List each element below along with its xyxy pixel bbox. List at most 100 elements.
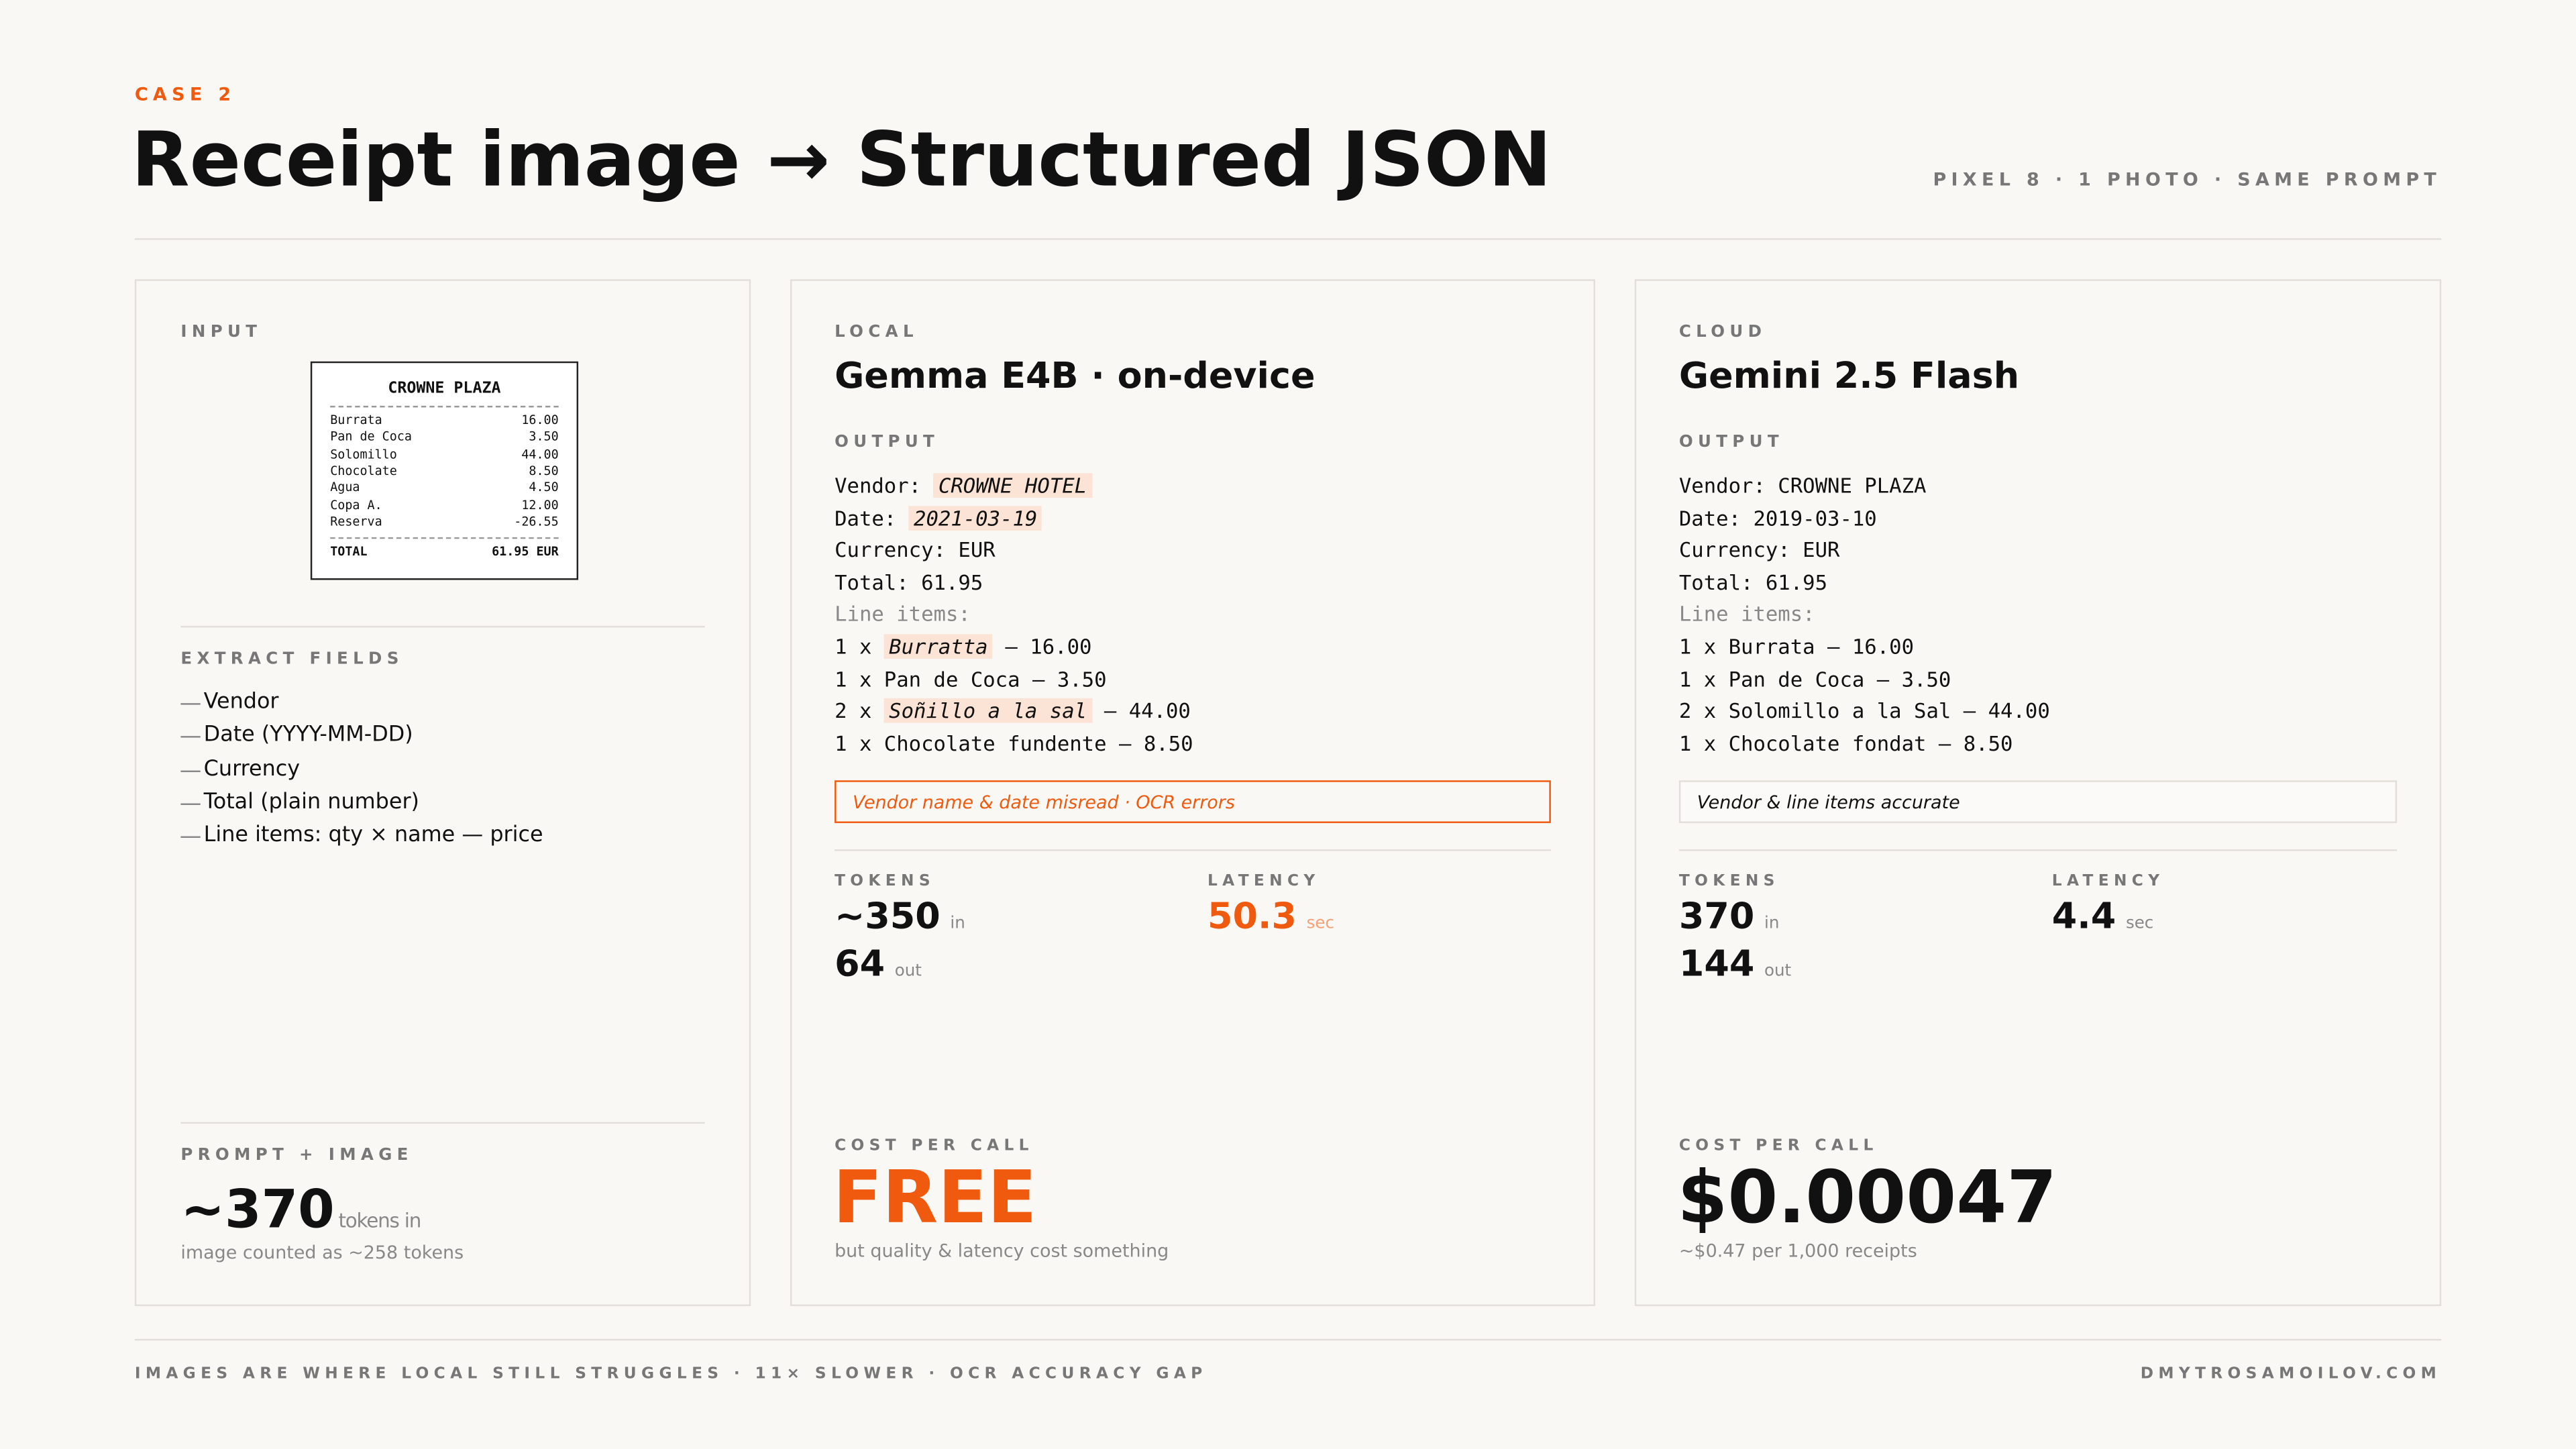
metric-unit: in: [1764, 915, 1780, 934]
receipt-item: Chocolate: [330, 463, 397, 478]
output: Vendor: CROWNE HOTEL Date: 2021-03-19 Curr…: [835, 470, 1193, 759]
output-line: Currency: EUR: [835, 534, 1193, 566]
metric-unit: sec: [2125, 915, 2154, 934]
output-text: 2021-03-19: [908, 505, 1042, 530]
output-text: Line items:: [1678, 602, 1815, 627]
output-text: Date:: [835, 505, 909, 531]
metric-unit: sec: [1306, 915, 1334, 934]
metric-value: 64: [835, 945, 885, 986]
receipt-item: Pan de Coca: [330, 429, 412, 444]
result-panel: CLOUD Gemini 2.5 Flash OUTPUT Vendor: CROWN…: [1634, 279, 2442, 1306]
section-label: COST PER CALL: [835, 1136, 1034, 1155]
field: Vendor: [203, 690, 279, 715]
divider: [835, 849, 1551, 851]
field: Total (plain number): [203, 790, 419, 815]
metric-value: ~350: [835, 897, 941, 938]
output-text: 1 x Pan de Coca — 3.50: [835, 666, 1107, 691]
prompt-unit: tokens in: [338, 1209, 421, 1232]
dash: [180, 703, 201, 705]
metric: 144 out: [1679, 941, 1791, 996]
section-label: TOKENS: [835, 872, 935, 891]
section-label: INPUT: [180, 323, 262, 342]
output-line: Line items:: [1679, 598, 2050, 631]
model-name: Gemma E4B · on-device: [835, 356, 1316, 398]
receipt-total-label: TOTAL: [330, 543, 368, 559]
field: Date (YYYY-MM-DD): [203, 723, 413, 749]
output-text: Date: 2019-03-10: [1678, 505, 1877, 531]
output-text: Currency: EUR: [835, 537, 996, 563]
receipt-total: 61.95 EUR: [492, 543, 559, 559]
metric-value: 370: [1678, 897, 1755, 938]
metric-unit: in: [950, 915, 965, 934]
cost-note: but quality & latency cost something: [835, 1240, 1169, 1262]
metric: 64 out: [835, 941, 922, 996]
receipt-item: Reserva: [330, 514, 382, 529]
section-label: EXTRACT FIELDS: [180, 650, 404, 669]
cost: $0.00047: [1677, 1157, 2057, 1240]
note: Vendor & line items accurate: [1697, 792, 1960, 814]
divider: [1678, 849, 2398, 851]
output-text: 1 x Chocolate fondat — 8.50: [1678, 731, 2013, 755]
receipt-rule: [330, 537, 559, 539]
receipt-item: Copa A.: [330, 496, 382, 512]
field: Line items: qty × name — price: [203, 823, 543, 849]
output-text: 1 x: [835, 634, 884, 659]
dash: [180, 836, 201, 839]
field: Currency: [203, 756, 301, 782]
receipt-price: 12.00: [521, 496, 559, 512]
output-line: 1 x Chocolate fundente — 8.50: [835, 727, 1193, 759]
output-text: Line items:: [835, 602, 971, 627]
output-line: Vendor: CROWNE HOTEL: [835, 470, 1193, 502]
output-text: 1 x Pan de Coca — 3.50: [1678, 666, 1951, 691]
metric-value: 50.3: [1208, 897, 1297, 938]
section-label: PROMPT + IMAGE: [180, 1146, 413, 1165]
metric-value: 4.4: [2051, 897, 2116, 938]
divider: [180, 626, 705, 628]
meta: PIXEL 8 · 1 PHOTO · SAME PROMPT: [1933, 169, 2442, 191]
dash: [180, 736, 201, 739]
output-text: 1 x Burrata — 16.00: [1678, 634, 1915, 659]
prompt-note: image counted as ~258 tokens: [180, 1242, 464, 1264]
output-text: CROWNE HOTEL: [933, 473, 1092, 498]
output-text: Vendor: CROWNE PLAZA: [1678, 473, 1927, 498]
output-text: 1 x Chocolate fundente — 8.50: [835, 731, 1193, 755]
metric-unit: out: [894, 963, 922, 981]
output-text: — 44.00: [1091, 698, 1191, 723]
output-line: 1 x Burratta — 16.00: [835, 631, 1193, 663]
title: Receipt image → Structured JSON: [131, 115, 1552, 204]
section-label: OUTPUT: [835, 433, 940, 452]
output-text: Total: 61.95: [835, 570, 983, 594]
section-label: CLOUD: [1678, 323, 1767, 342]
output-line: Date: 2019-03-10: [1679, 502, 2050, 534]
output-text: Soñillo a la sal: [883, 698, 1092, 723]
prompt-value: ~370: [180, 1177, 335, 1240]
receipt-price: 4.50: [529, 480, 559, 495]
metric: 50.3 sec: [1208, 894, 1334, 948]
output-line: 1 x Burrata — 16.00: [1679, 631, 2050, 663]
input-panel: INPUT CROWNE PLAZA Burrata 16.00 Pan de Coca…: [134, 279, 751, 1306]
metric-value: 144: [1678, 945, 1755, 986]
dash: [180, 769, 201, 772]
receipt-price: 16.00: [521, 412, 559, 427]
receipt-item: Solomillo: [330, 446, 397, 462]
section-label: COST PER CALL: [1678, 1136, 1878, 1155]
dash: [180, 803, 201, 805]
metric: ~350 in: [835, 894, 965, 948]
section-label: OUTPUT: [1678, 433, 1784, 452]
receipt-price: 44.00: [521, 446, 559, 462]
section-label: LATENCY: [1208, 872, 1320, 891]
note-box: Vendor & line items accurate: [1678, 780, 2398, 823]
receipt: CROWNE PLAZA Burrata 16.00 Pan de Coca 3.50 S…: [310, 361, 579, 580]
metric: 4.4 sec: [2052, 894, 2153, 948]
output-line: 1 x Pan de Coca — 3.50: [1679, 663, 2050, 695]
output-text: 2 x: [835, 698, 884, 723]
output-line: 1 x Pan de Coca — 3.50: [835, 663, 1193, 695]
footer-right: DMYTROSAMOILOV.COM: [2140, 1365, 2442, 1384]
output-line: Vendor: CROWNE PLAZA: [1679, 470, 2050, 502]
section-label: LATENCY: [2051, 872, 2165, 891]
output-line: Currency: EUR: [1679, 534, 2050, 566]
output-line: Total: 61.95: [835, 566, 1193, 598]
kicker: CASE 2: [134, 83, 236, 105]
